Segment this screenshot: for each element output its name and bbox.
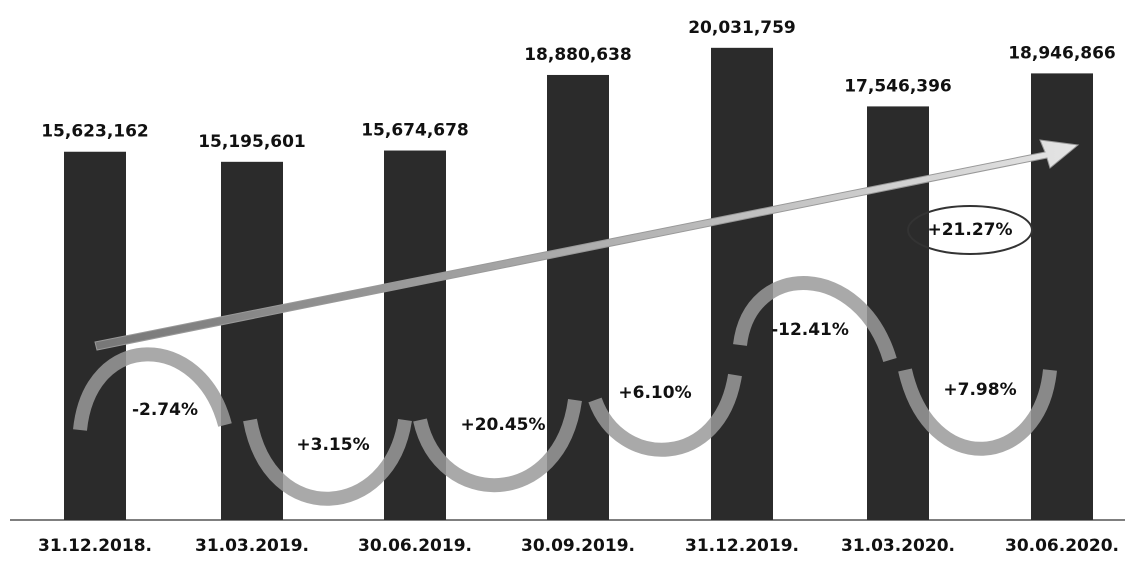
change-label: +7.98%: [943, 380, 1016, 400]
change-arrow: [588, 373, 742, 457]
change-arrow: [243, 418, 412, 506]
bar: [711, 47, 773, 521]
bar: [221, 161, 283, 520]
change-arrow: [413, 398, 582, 492]
x-tick-label: 31.03.2020.: [841, 536, 955, 556]
x-tick-label: 31.12.2019.: [685, 536, 799, 556]
highlight-ellipse: [907, 205, 1033, 255]
x-tick-label: 31.12.2018.: [38, 536, 152, 556]
x-tick-label: 30.06.2020.: [1005, 536, 1119, 556]
bar: [64, 151, 126, 520]
change-label: -2.74%: [132, 400, 198, 420]
value-label: 18,946,866: [1008, 43, 1116, 63]
value-label: 15,674,678: [361, 121, 469, 141]
x-tick-label: 31.03.2019.: [195, 536, 309, 556]
change-label: -12.41%: [771, 320, 849, 340]
trend-arrow: [94, 139, 1080, 351]
x-tick-label: 30.09.2019.: [521, 536, 635, 556]
x-tick-label: 30.06.2019.: [358, 536, 472, 556]
value-label: 15,623,162: [41, 122, 149, 142]
change-label: +6.10%: [618, 383, 691, 403]
value-label: 17,546,396: [844, 76, 952, 96]
value-label: 20,031,759: [688, 18, 796, 38]
bar: [867, 106, 929, 521]
change-arrow: [73, 347, 232, 431]
change-arrow: [898, 368, 1057, 456]
change-label: +21.27%: [927, 220, 1012, 240]
change-arrow: [733, 276, 897, 363]
change-label: +3.15%: [296, 435, 369, 455]
value-label: 18,880,638: [524, 45, 632, 65]
value-label: 15,195,601: [198, 132, 306, 152]
change-label: +20.45%: [460, 415, 545, 435]
